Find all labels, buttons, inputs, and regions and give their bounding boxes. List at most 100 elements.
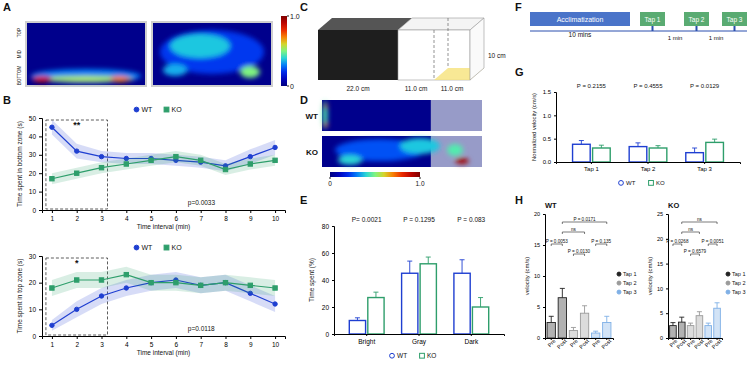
- legend-marker: [726, 272, 730, 276]
- tick: Bright: [358, 334, 375, 346]
- plot-area: [50, 120, 278, 184]
- tick: 20: [322, 304, 334, 311]
- legend-item: WT: [390, 352, 408, 359]
- marker: [223, 167, 227, 171]
- axis-line: [554, 93, 557, 163]
- colorbar: [281, 16, 287, 86]
- tick-label: 3: [100, 341, 104, 348]
- tap-line: [652, 26, 654, 31]
- duration-label: 10 mins: [569, 31, 593, 38]
- tick-label: 0.5: [543, 136, 552, 142]
- bar: [696, 316, 703, 338]
- tick-mark: [543, 214, 545, 215]
- legend-item: Tap 1: [726, 271, 745, 277]
- tick-label: 8: [224, 215, 228, 222]
- tick-mark: [39, 155, 42, 156]
- panel-d: WTKO01.0: [306, 100, 482, 187]
- tick-mark: [225, 336, 226, 339]
- tick-mark: [39, 210, 42, 211]
- interval-label: 1 min: [668, 35, 683, 41]
- tick-mark: [543, 338, 545, 339]
- legend-marker: [726, 290, 730, 294]
- tick-label: 7: [199, 341, 203, 348]
- panel-f: Acclimatization10 minsTap 1Tap 2Tap 31 m…: [530, 12, 747, 41]
- tick-mark: [666, 214, 668, 215]
- tick-mark: [250, 210, 251, 213]
- tick: 1: [51, 336, 55, 348]
- tick: 9: [249, 336, 253, 348]
- bar: [670, 326, 677, 338]
- bar: [686, 153, 704, 162]
- tick-label: 0: [32, 333, 36, 340]
- legend-item: KO: [164, 106, 182, 113]
- line: [52, 157, 275, 179]
- tick-mark: [332, 226, 334, 227]
- legend-label: WT: [397, 352, 407, 359]
- annotation: P = 0.2155: [577, 83, 607, 89]
- tick: 0: [32, 333, 42, 340]
- plot-area: [547, 288, 611, 338]
- tick-label: 1: [51, 341, 55, 348]
- tick-mark: [666, 338, 668, 339]
- marker: [223, 280, 227, 284]
- tick-label: 2: [75, 215, 79, 222]
- bar: [547, 323, 555, 339]
- tick-mark: [666, 313, 668, 314]
- legend-label: Tap 2: [732, 280, 745, 286]
- tick-label: 1.0: [543, 113, 552, 119]
- tick-label: 20: [29, 170, 37, 177]
- tick: Post: [556, 337, 568, 349]
- annotation: P= 0.0021: [352, 216, 382, 223]
- divider: [434, 30, 435, 80]
- tick-label: 4: [125, 341, 129, 348]
- tick-mark: [39, 336, 42, 337]
- marker: [124, 286, 128, 290]
- bracket: [682, 222, 717, 224]
- tick: 50: [29, 115, 42, 122]
- axis: PrePostPrePostPrePost: [546, 337, 614, 349]
- bar: [592, 333, 600, 338]
- tick-mark: [275, 336, 276, 339]
- tick-mark: [52, 336, 53, 339]
- tick-mark: [543, 307, 545, 308]
- plot-area: [573, 139, 724, 162]
- heat-blob: [32, 76, 52, 82]
- tick: 20: [29, 279, 42, 286]
- axis: 0102030: [29, 253, 43, 340]
- heat-blob: [447, 144, 463, 156]
- tick: 40: [322, 277, 334, 284]
- tick: 1.5: [543, 89, 556, 95]
- panel-letter: D: [300, 94, 308, 106]
- marker: [75, 307, 79, 311]
- colorbar-label: 0: [290, 83, 294, 90]
- tick: 4: [125, 336, 129, 348]
- tick: 3: [100, 336, 104, 348]
- bracket: [562, 232, 584, 234]
- error-bar: [373, 292, 378, 297]
- heat-blob: [324, 123, 328, 127]
- marker: [198, 283, 202, 287]
- tick-label: 6: [175, 215, 179, 222]
- tick-mark: [151, 210, 152, 213]
- marker: [223, 280, 227, 284]
- bar: [705, 326, 712, 338]
- legend-marker: [134, 107, 139, 112]
- plot-area: [50, 267, 278, 331]
- tick-label: Post: [600, 337, 612, 349]
- tick-label: Dark: [464, 338, 478, 345]
- plot-area: [670, 303, 721, 338]
- axis-line: [43, 211, 286, 214]
- legend-label: KO: [427, 352, 436, 359]
- zone-label: BOTTOM: [17, 66, 22, 85]
- tick: 10: [272, 336, 280, 348]
- tick-mark: [250, 336, 251, 339]
- tick-mark: [201, 210, 202, 213]
- tick-mark: [332, 334, 334, 335]
- legend-label: WT: [142, 244, 154, 251]
- tick: 30: [29, 151, 42, 158]
- bracket: [551, 244, 562, 246]
- tick-mark: [543, 276, 545, 277]
- colorbar-tick: [330, 177, 331, 179]
- tick-label: 3: [100, 215, 104, 222]
- axis-title: velocity (cm/s): [524, 257, 530, 295]
